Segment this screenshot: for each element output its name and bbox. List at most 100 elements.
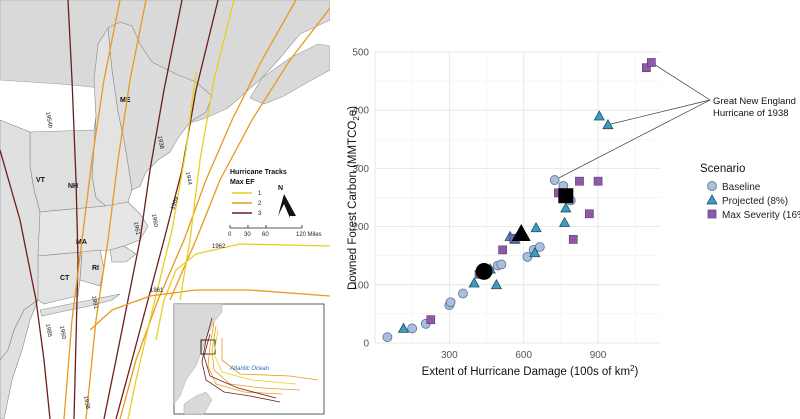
state-label-vt: VT — [36, 177, 46, 184]
mean-point-triangle — [511, 223, 531, 242]
inset-land — [183, 391, 213, 415]
state-label-nh: NH — [68, 183, 78, 190]
track-8 — [169, 7, 330, 301]
map-legend-title: Hurricane Tracks — [230, 169, 287, 176]
legend-title: Scenario — [700, 163, 745, 175]
track-year-label: 1961 — [132, 221, 140, 236]
data-point-square — [646, 58, 656, 67]
data-point-triangle — [529, 247, 541, 258]
data-point-square — [585, 209, 594, 219]
carbon-scatter-chart: 300 600 900 0 100 200 300 400 500 Extent of Hurr… — [347, 48, 800, 379]
data-point-circle — [407, 323, 418, 334]
data-point-square — [426, 315, 436, 325]
data-point-circle — [445, 297, 456, 308]
track-year-label: 1960 — [150, 213, 158, 228]
data-point-circle — [496, 259, 507, 270]
data-point-triangle — [560, 202, 572, 213]
hurricane-track-map: ME NH VT MA CT RI 1954b 1944 1938 1960 1… — [0, 0, 330, 419]
legend-swatch-square — [707, 209, 717, 219]
data-point-triangle — [593, 110, 605, 121]
data-point-square — [568, 235, 578, 244]
track-year-label: 1954b — [44, 111, 53, 129]
data-point-square — [575, 176, 584, 186]
cape-cod-shape — [109, 245, 137, 263]
y-axis-title: Downed Forest Carbon (MMTCO2e) — [347, 106, 361, 290]
annotation-pointer — [607, 99, 711, 126]
new-jersey-shape — [0, 299, 39, 419]
track-7 — [119, 0, 297, 419]
grid-lines — [374, 51, 660, 344]
x-axis-title: Extent of Hurricane Damage (100s of km2) — [422, 364, 639, 378]
state-label-me: ME — [120, 97, 131, 104]
map-legend: Hurricane Tracks Max EF 1 2 3 — [230, 169, 287, 217]
track-year-label: 1991 — [90, 295, 98, 310]
track-1 — [67, 0, 79, 419]
track-11 — [89, 289, 330, 331]
data-point-circle — [458, 288, 468, 299]
data-point-triangle — [602, 118, 614, 130]
track-year-label: 1960 — [58, 325, 66, 340]
data-point-circle — [382, 332, 393, 343]
data-point-square — [642, 63, 651, 73]
map-legend-subtitle: Max EF — [230, 179, 255, 186]
hurricane-tracks — [0, 0, 330, 419]
scenario-legend: Scenario Baseline Projected (8%) Max Sev… — [700, 163, 800, 221]
track-4 — [0, 149, 51, 419]
data-point-square — [498, 245, 507, 255]
data-points — [382, 58, 656, 343]
long-island-shape — [39, 293, 121, 317]
data-point-triangle — [558, 216, 571, 227]
y-tick-label: 200 — [352, 222, 369, 233]
y-tick-label: 400 — [352, 106, 369, 117]
legend-swatches — [706, 181, 718, 219]
north-arrow-icon: N — [278, 185, 296, 218]
scale-tick-label: 60 — [262, 232, 269, 238]
data-point-circle — [534, 242, 545, 252]
inset-ocean-label: Atlantic Ocean — [229, 366, 270, 372]
track-year-label: 1944 — [184, 171, 192, 186]
inset-land — [173, 303, 223, 405]
track-year-label: 1938 — [82, 395, 90, 410]
scale-tick-label: 0 — [228, 232, 232, 238]
data-point-circle — [549, 175, 560, 185]
data-point-triangle — [490, 279, 503, 290]
x-tick-label: 600 — [515, 350, 532, 361]
mean-point-square — [558, 188, 574, 204]
track-year-label: 1969 — [170, 195, 180, 210]
legend-swatch-circle — [707, 181, 717, 191]
track-2 — [103, 0, 183, 419]
mean-point-circle — [475, 263, 493, 280]
inset-map: Atlantic Ocean — [173, 303, 325, 415]
data-point-triangle — [530, 221, 542, 233]
nova-scotia-land — [249, 43, 330, 105]
legend-label-baseline: Baseline — [722, 182, 761, 193]
legend-label-projected: Projected (8%) — [722, 196, 788, 207]
scale-bar: 0 30 60 120 Miles — [228, 225, 322, 238]
tick-labels: 300 600 900 0 100 200 300 400 500 — [352, 48, 607, 362]
annotation-pointer — [651, 62, 711, 101]
state-label-ri: RI — [92, 265, 99, 272]
data-point-triangle — [468, 277, 480, 288]
annotation-line-1: Great New England — [713, 96, 796, 107]
state-label-ct: CT — [60, 275, 70, 282]
track-12 — [179, 0, 235, 301]
scale-tick-label: 30 — [244, 232, 251, 238]
scale-tick-label: 120 Miles — [296, 232, 322, 238]
track-9 — [127, 71, 197, 419]
data-point-square — [593, 176, 603, 186]
north-label: N — [278, 185, 283, 192]
y-tick-label: 100 — [352, 280, 369, 291]
data-point-triangle — [397, 322, 410, 333]
annotation-line-2: Hurricane of 1938 — [713, 108, 789, 119]
y-tick-label: 300 — [352, 164, 369, 175]
map-legend-label: 2 — [258, 201, 262, 207]
track-year-label: 1961 — [150, 288, 164, 294]
track-year-label: 1938 — [156, 135, 164, 150]
track-year-label: 1962 — [212, 244, 226, 250]
y-tick-label: 0 — [363, 339, 369, 350]
map-legend-label: 1 — [258, 191, 262, 197]
y-tick-label: 500 — [352, 48, 369, 59]
annotation-lines — [554, 62, 711, 181]
legend-label-max-severity: Max Severity (16%) — [722, 210, 800, 221]
